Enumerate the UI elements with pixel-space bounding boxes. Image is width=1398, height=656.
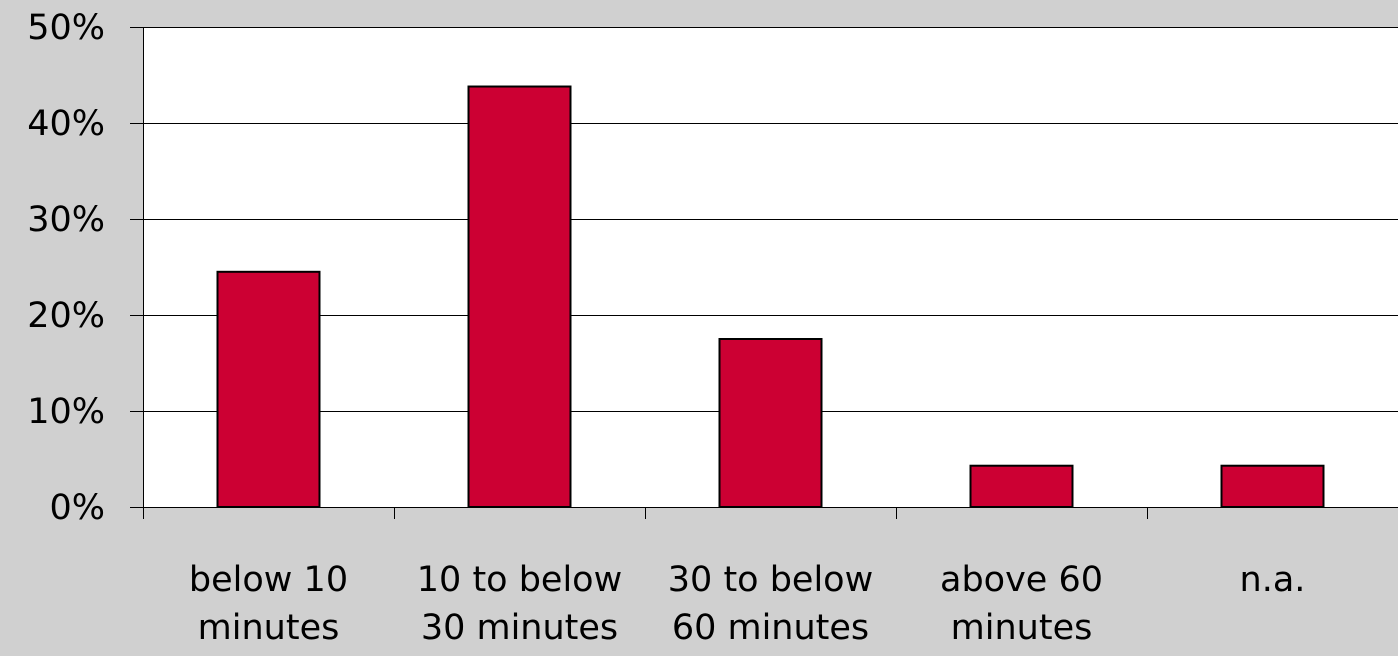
y-tick-label: 10% <box>27 392 105 432</box>
y-tick-label: 30% <box>27 200 105 240</box>
x-axis-labels: below 10 minutes 10 to below 30 minutes 30 t… <box>189 560 1306 648</box>
x-tick-label-line: minutes <box>198 608 340 648</box>
y-tick-label: 50% <box>27 8 105 48</box>
bar <box>969 464 1074 508</box>
x-tick-label: 10 to below 30 minutes <box>417 560 622 648</box>
bars <box>216 85 1325 509</box>
y-tick-label: 40% <box>27 104 105 144</box>
x-axis-ticks <box>143 507 1148 519</box>
x-tick-label: 30 to below 60 minutes <box>668 560 873 648</box>
bar <box>718 338 823 508</box>
x-tick-label-line: above 60 <box>940 560 1103 600</box>
y-tick-label: 0% <box>49 488 105 528</box>
bar <box>216 270 321 508</box>
y-axis-ticks <box>130 27 143 508</box>
x-tick-label-line: n.a. <box>1240 560 1306 600</box>
bar <box>467 85 572 509</box>
x-tick-label-line: 60 minutes <box>672 608 869 648</box>
x-tick-label-line: 10 to below <box>417 560 622 600</box>
x-tick-label: below 10 minutes <box>189 560 348 648</box>
y-tick-label: 20% <box>27 296 105 336</box>
x-tick-label-line: 30 to below <box>668 560 873 600</box>
x-tick-label: n.a. <box>1240 560 1306 600</box>
gridlines <box>143 27 1398 412</box>
x-tick-label-line: minutes <box>951 608 1093 648</box>
bar <box>1220 464 1325 508</box>
x-tick-label-line: 30 minutes <box>421 608 618 648</box>
x-tick-label-line: below 10 <box>189 560 348 600</box>
y-axis-labels: 0% 10% 20% 30% 40% 50% <box>27 8 105 528</box>
x-tick-label: above 60 minutes <box>940 560 1103 648</box>
